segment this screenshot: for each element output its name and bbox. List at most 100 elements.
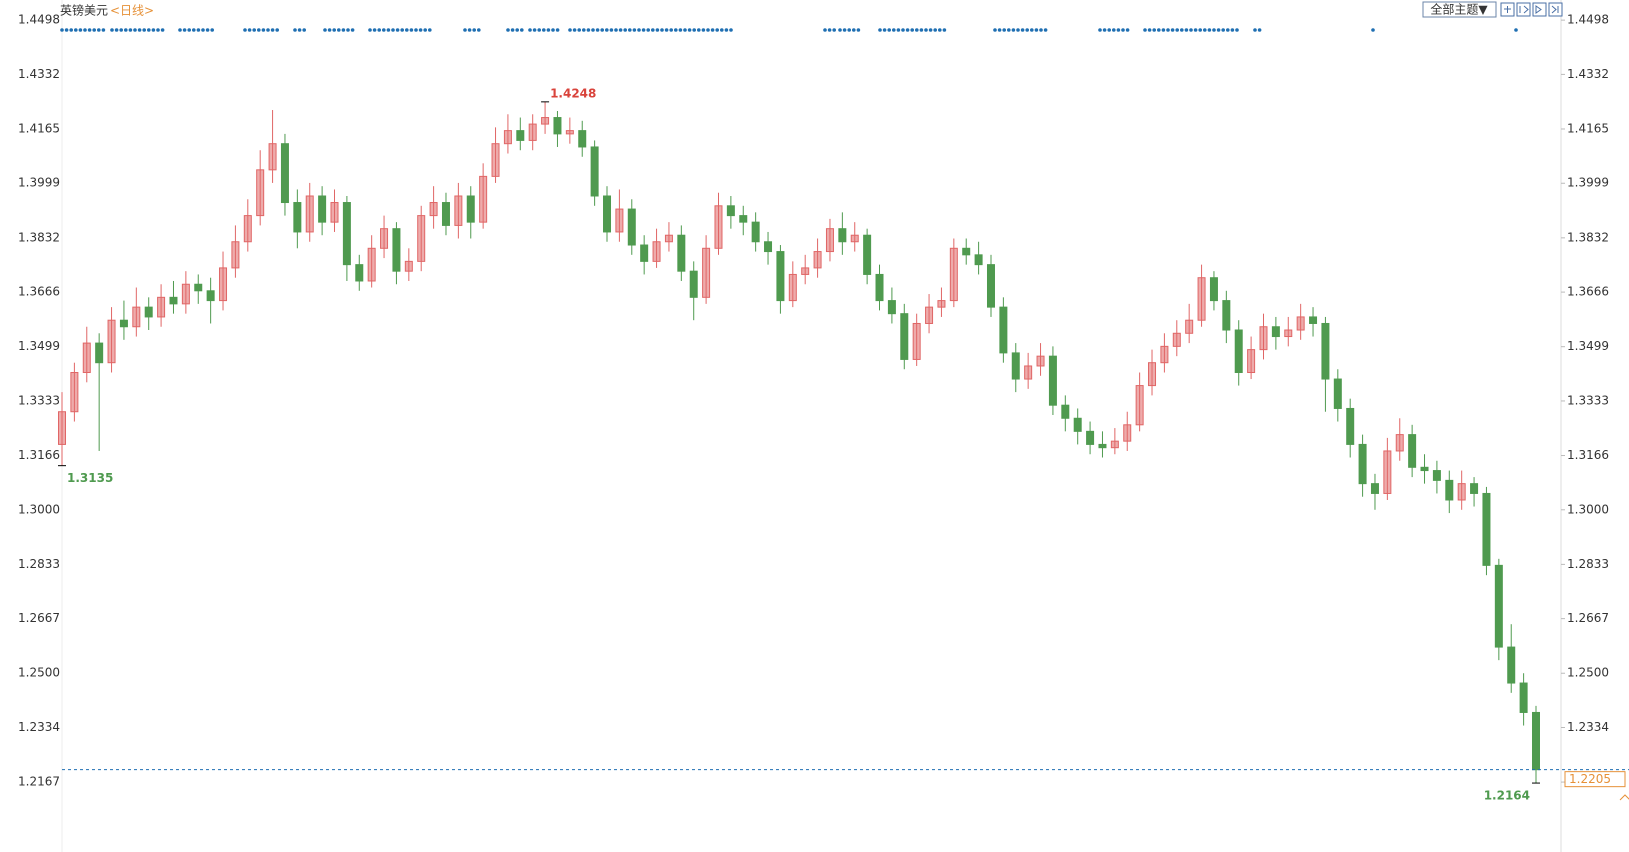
event-dot	[551, 28, 555, 32]
y-tick-label-right: 1.4498	[1567, 13, 1609, 27]
event-dot	[119, 28, 123, 32]
event-dot	[257, 28, 261, 32]
event-dot	[997, 28, 1002, 32]
y-tick-label: 1.4165	[18, 121, 60, 135]
event-dot	[706, 28, 710, 32]
event-dot	[555, 28, 560, 32]
candle-body	[1296, 316, 1305, 331]
candle-body	[565, 130, 574, 135]
event-dot	[1203, 28, 1207, 32]
event-dot	[683, 28, 687, 32]
period-label[interactable]: <日线>	[110, 4, 154, 18]
candle-body	[541, 117, 550, 125]
event-dot	[1143, 28, 1147, 32]
theme-button-label[interactable]: 全部主题▼	[1430, 2, 1488, 17]
candle-body	[949, 247, 958, 302]
candle-body	[1086, 430, 1095, 445]
event-dot	[595, 28, 600, 32]
theme-button[interactable]	[1422, 1, 1497, 18]
event-dot	[110, 28, 114, 32]
event-dot	[896, 28, 901, 32]
icon-play[interactable]	[1532, 2, 1547, 17]
event-dot	[327, 28, 332, 32]
y-tick-label-right: 1.3166	[1567, 448, 1609, 462]
event-dot	[97, 28, 101, 32]
event-dot	[87, 28, 92, 32]
event-dot	[520, 28, 524, 32]
candle-body	[1024, 365, 1033, 380]
candle-body	[243, 215, 252, 243]
y-tick-label-right: 1.2500	[1567, 666, 1609, 680]
candle-body	[962, 247, 971, 256]
event-dot	[1226, 28, 1230, 32]
candle-body	[1222, 300, 1231, 331]
event-dot	[942, 28, 947, 32]
event-dot	[297, 28, 302, 32]
low-label: 1.3135	[67, 471, 113, 485]
event-dot	[275, 28, 280, 32]
event-dot	[1371, 28, 1375, 32]
event-dot	[293, 28, 297, 32]
event-dot	[1039, 28, 1043, 32]
event-dot	[838, 28, 842, 32]
candle-body	[1470, 483, 1479, 494]
event-dot	[1514, 28, 1518, 32]
event-dot	[910, 28, 914, 32]
y-tick-label: 1.2500	[18, 666, 60, 680]
candle-body	[355, 264, 364, 282]
event-dot	[605, 28, 609, 32]
candle-body	[392, 228, 401, 272]
y-tick-label-right: 1.3499	[1567, 339, 1609, 353]
event-dot	[532, 28, 537, 32]
event-dot	[847, 28, 851, 32]
candle-body	[1346, 407, 1355, 445]
candle-body	[1073, 417, 1082, 432]
icon-glyphs	[1504, 5, 1559, 14]
scroll-arrow[interactable]	[1619, 794, 1629, 801]
event-dot	[160, 28, 165, 32]
candle-body	[280, 143, 289, 204]
candle-body	[169, 296, 178, 305]
candle-body	[1271, 326, 1280, 338]
candle-body	[1209, 277, 1218, 302]
chart-title: 英镑美元	[60, 3, 108, 18]
event-dot	[368, 28, 372, 32]
event-dot	[78, 28, 83, 32]
event-dot	[546, 28, 551, 32]
event-dot	[1102, 28, 1107, 32]
candle-body	[231, 241, 240, 269]
event-dot	[729, 28, 733, 32]
candle-body	[999, 306, 1008, 354]
candle-body	[1148, 362, 1157, 387]
event-dot	[252, 28, 256, 32]
candle-body	[256, 169, 265, 217]
event-dot	[142, 28, 146, 32]
candle-body	[702, 247, 711, 298]
candle-body	[58, 411, 66, 445]
candle-body	[1135, 385, 1144, 426]
candle-body	[318, 195, 327, 223]
event-dot	[1125, 28, 1130, 32]
candle-body	[664, 234, 673, 243]
event-dot	[842, 28, 847, 32]
high-label: 1.4248	[550, 86, 596, 100]
event-dot	[1189, 28, 1193, 32]
event-dot	[646, 28, 650, 32]
event-dot	[423, 28, 428, 32]
y-tick-label: 1.2334	[18, 720, 60, 734]
candle-body	[726, 205, 735, 217]
candle-body	[1494, 564, 1503, 648]
event-dot	[933, 28, 937, 32]
event-dot	[506, 28, 510, 32]
event-dot	[386, 28, 391, 32]
y-tick-label-right: 1.2833	[1567, 557, 1609, 571]
candle-body	[1247, 349, 1256, 374]
event-dot	[1016, 28, 1020, 32]
event-dot	[178, 28, 182, 32]
candle-body	[887, 300, 896, 315]
candle-body	[875, 273, 884, 302]
event-dot	[69, 28, 73, 32]
candle-body	[367, 247, 376, 282]
event-dot	[832, 28, 836, 32]
